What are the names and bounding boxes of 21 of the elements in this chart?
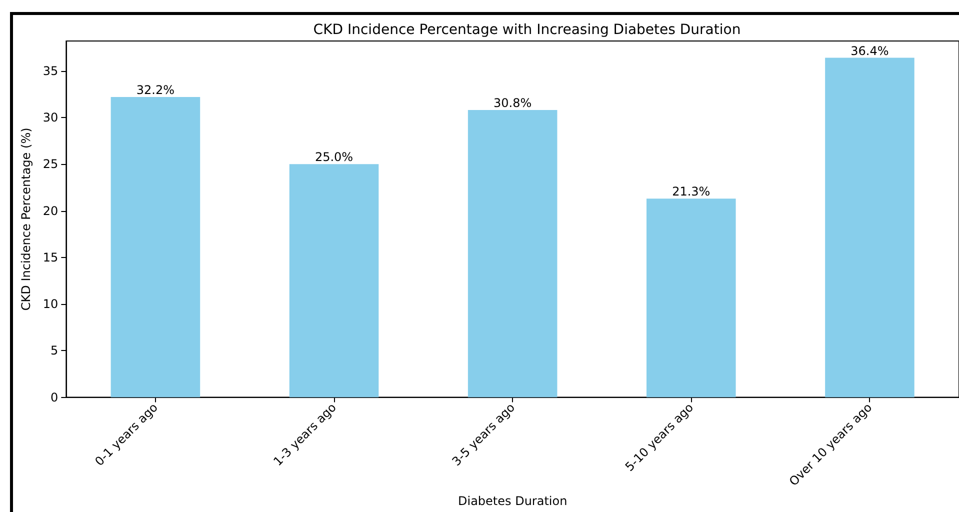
chart-title: CKD Incidence Percentage with Increasing Diabetes Duration [313, 22, 741, 38]
data-label: 30.8% [494, 96, 532, 110]
bar [646, 198, 736, 398]
y-tick-label: 25 [42, 157, 58, 172]
bar [289, 164, 379, 398]
y-axis-title: CKD Incidence Percentage (%) [19, 128, 33, 311]
data-label: 32.2% [136, 82, 175, 97]
data-label: 36.4% [850, 44, 889, 58]
y-tick-label: 5 [50, 344, 58, 358]
data-label: 21.3% [672, 184, 710, 199]
data-label: 25.0% [314, 150, 354, 164]
bar [468, 110, 558, 398]
bar [825, 58, 914, 398]
y-tick-label: 30 [42, 110, 58, 124]
y-tick-label: 20 [42, 204, 58, 218]
y-tick-label: 15 [42, 250, 58, 264]
x-axis-title: Diabetes Duration [458, 494, 568, 508]
y-tick-label: 10 [42, 297, 58, 312]
y-tick-label: 35 [42, 64, 58, 78]
bar [110, 96, 200, 398]
y-tick-label: 0 [50, 390, 58, 404]
